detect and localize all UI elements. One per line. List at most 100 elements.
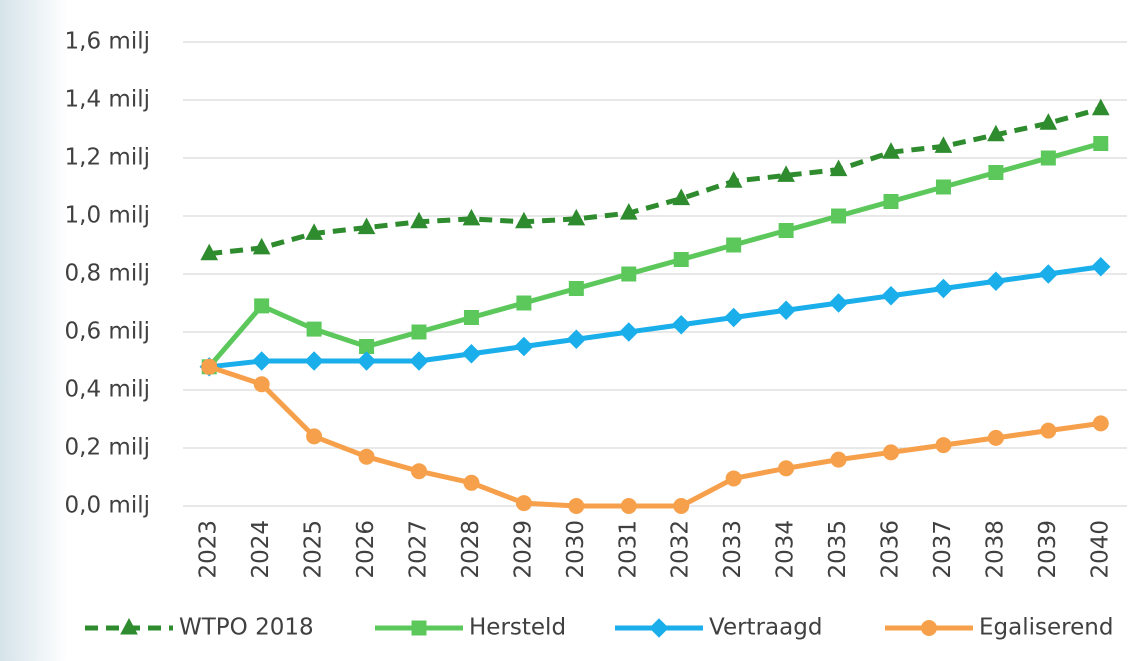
x-tick-label: 2023 (196, 520, 222, 579)
data-point (1091, 257, 1111, 277)
data-point (988, 165, 1004, 180)
data-point (673, 252, 689, 267)
data-point (934, 136, 953, 153)
data-point (1093, 136, 1109, 151)
y-tick-label: 1,4 milj (65, 87, 150, 113)
data-point (304, 351, 324, 371)
y-tick-label: 0,2 milj (65, 435, 150, 461)
x-tick-label: 2029 (510, 520, 536, 579)
data-point (881, 286, 901, 306)
x-tick-label: 2024 (248, 520, 274, 579)
data-point (568, 281, 584, 296)
data-point (830, 451, 847, 468)
data-point (619, 322, 639, 342)
data-point (566, 329, 587, 349)
data-point (253, 376, 270, 393)
data-point (461, 344, 482, 364)
data-point (306, 428, 323, 445)
x-tick-label: 2035 (825, 520, 851, 579)
data-point (778, 223, 794, 238)
x-tick-label: 2025 (301, 520, 327, 579)
data-point (883, 194, 899, 209)
data-point (410, 211, 428, 229)
data-point (515, 495, 532, 512)
data-point (620, 498, 637, 514)
data-point (409, 351, 429, 371)
data-point (463, 310, 479, 325)
legend-marker (649, 618, 669, 638)
x-tick-label: 2028 (458, 520, 484, 579)
x-tick-label: 2027 (406, 520, 432, 579)
legend-label: Egaliserend (979, 615, 1113, 641)
data-point (1038, 264, 1059, 284)
data-point (357, 217, 376, 235)
data-point (828, 293, 849, 313)
data-point (1040, 150, 1056, 166)
data-point (567, 208, 586, 226)
y-tick-label: 0,0 milj (65, 493, 150, 519)
data-point (411, 463, 427, 480)
data-point (723, 307, 744, 328)
y-tick-label: 1,6 milj (65, 29, 150, 55)
x-tick-label: 2036 (878, 520, 904, 579)
data-point (933, 278, 954, 299)
data-point (935, 179, 951, 195)
data-point (1040, 422, 1057, 439)
data-point (987, 124, 1005, 142)
data-point (987, 429, 1004, 446)
data-point (1039, 113, 1058, 130)
data-point (252, 237, 271, 255)
y-tick-label: 0,4 milj (65, 377, 150, 403)
data-point (882, 142, 900, 159)
data-point (883, 444, 899, 461)
data-point (672, 188, 691, 206)
y-tick-label: 1,2 milj (65, 145, 150, 171)
legend-marker (411, 620, 427, 636)
data-point (568, 498, 585, 514)
data-point (831, 208, 847, 224)
x-tick-label: 2026 (353, 520, 379, 579)
y-tick-label: 0,6 milj (65, 319, 150, 345)
data-point (935, 437, 952, 454)
data-point (986, 271, 1006, 291)
data-point (1092, 415, 1109, 432)
x-tick-label: 2040 (1087, 520, 1113, 579)
y-tick-label: 1,0 milj (65, 203, 150, 229)
data-point (358, 448, 375, 465)
data-point (725, 470, 742, 487)
legend-marker (120, 617, 138, 635)
x-tick-label: 2032 (668, 520, 694, 579)
data-point (777, 165, 795, 182)
x-tick-label: 2034 (773, 520, 799, 579)
data-point (619, 203, 638, 220)
data-point (411, 324, 427, 340)
x-tick-label: 2030 (563, 520, 589, 579)
legend-label: WTPO 2018 (179, 615, 314, 641)
data-point (514, 336, 534, 357)
legend-label: Vertraagd (709, 615, 822, 641)
data-point (356, 351, 377, 371)
series-line (207, 141, 1102, 369)
data-point (671, 315, 691, 335)
data-point (251, 351, 272, 371)
data-point (463, 474, 480, 491)
data-point (305, 223, 323, 240)
legend-label: Hersteld (469, 615, 566, 641)
data-point (621, 266, 637, 282)
data-point (778, 460, 795, 477)
x-tick-label: 2033 (720, 520, 746, 579)
x-tick-label: 2037 (930, 520, 956, 579)
series-line (208, 106, 1102, 257)
x-tick-label: 2038 (982, 520, 1008, 579)
x-tick-label: 2031 (615, 520, 641, 579)
series-line (208, 364, 1102, 509)
data-point (515, 211, 533, 229)
data-point (776, 300, 796, 320)
data-point (673, 498, 690, 514)
data-point (724, 171, 743, 188)
legend-marker (921, 620, 937, 636)
data-point (1091, 98, 1110, 116)
